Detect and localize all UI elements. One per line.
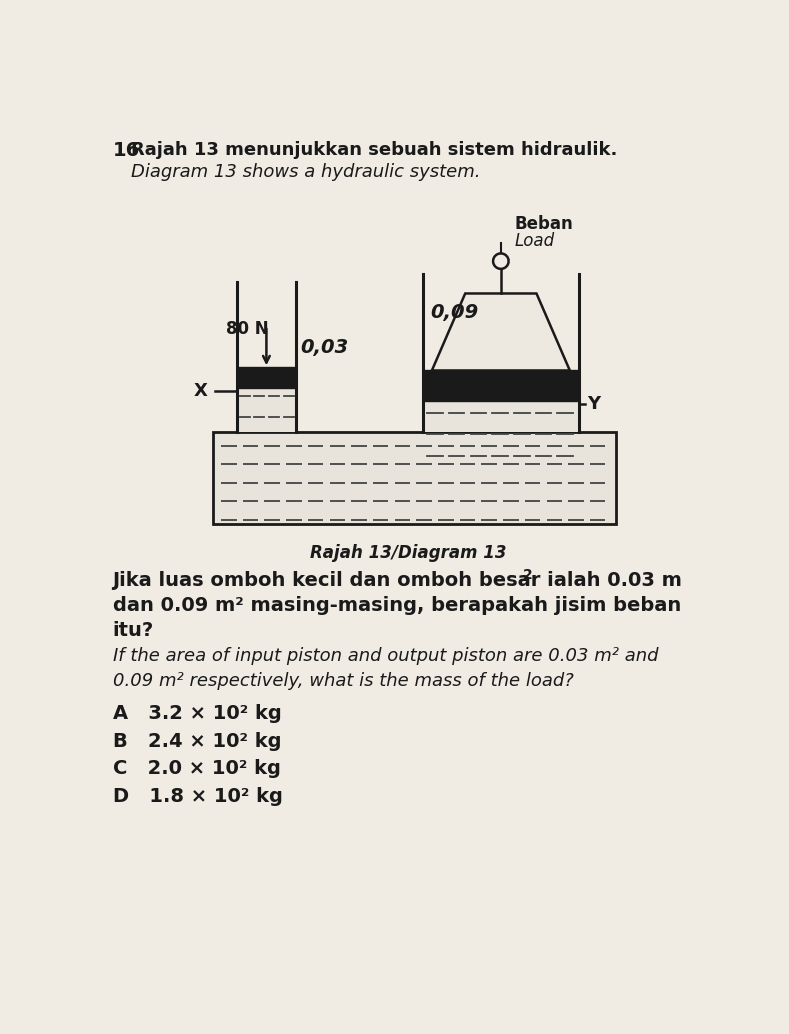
Text: Jika luas omboh kecil dan omboh besar ialah 0.03 m: Jika luas omboh kecil dan omboh besar ia… <box>113 571 682 589</box>
Text: itu?: itu? <box>113 621 154 640</box>
Bar <box>423 401 579 432</box>
Text: Load: Load <box>514 232 555 250</box>
Text: Beban: Beban <box>514 215 574 233</box>
Bar <box>237 367 296 388</box>
Text: Y: Y <box>587 395 600 414</box>
Text: 80 N: 80 N <box>226 321 269 338</box>
Text: 2: 2 <box>523 568 533 581</box>
Bar <box>423 370 579 401</box>
Bar <box>237 388 296 432</box>
Text: dan 0.09 m² masing-masing, berapakah jisim beban: dan 0.09 m² masing-masing, berapakah jis… <box>113 596 681 615</box>
Text: 0,03: 0,03 <box>300 338 349 357</box>
Text: Diagram 13 shows a hydraulic system.: Diagram 13 shows a hydraulic system. <box>131 162 481 181</box>
Text: 0,09: 0,09 <box>430 303 479 322</box>
Text: 16: 16 <box>113 141 140 160</box>
Text: Rajah 13/Diagram 13: Rajah 13/Diagram 13 <box>310 544 507 561</box>
Text: C   2.0 × 10² kg: C 2.0 × 10² kg <box>113 759 280 779</box>
Bar <box>213 432 616 524</box>
Polygon shape <box>432 294 570 370</box>
Text: A   3.2 × 10² kg: A 3.2 × 10² kg <box>113 704 282 723</box>
Text: X: X <box>193 383 208 400</box>
Text: 0.09 m² respectively, what is the mass of the load?: 0.09 m² respectively, what is the mass o… <box>113 672 574 691</box>
Text: B   2.4 × 10² kg: B 2.4 × 10² kg <box>113 732 281 751</box>
Text: D   1.8 × 10² kg: D 1.8 × 10² kg <box>113 787 282 807</box>
Text: If the area of input piston and output piston are 0.03 m² and: If the area of input piston and output p… <box>113 647 658 665</box>
Text: Rajah 13 menunjukkan sebuah sistem hidraulik.: Rajah 13 menunjukkan sebuah sistem hidra… <box>131 141 618 159</box>
